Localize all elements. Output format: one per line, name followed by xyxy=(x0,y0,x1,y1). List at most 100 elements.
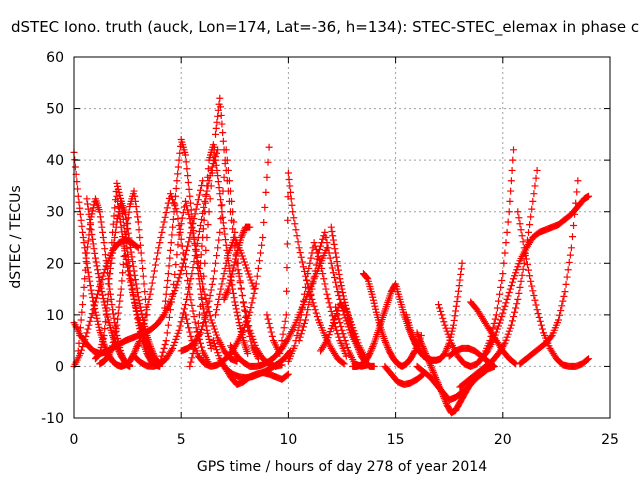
data-point xyxy=(137,249,145,257)
data-point xyxy=(384,344,392,352)
data-point xyxy=(212,156,220,164)
data-point xyxy=(113,321,121,329)
data-point xyxy=(240,258,248,266)
data-point xyxy=(335,270,343,278)
data-point xyxy=(84,205,92,213)
data-point xyxy=(303,276,311,284)
data-point xyxy=(227,273,235,281)
data-point xyxy=(585,192,593,200)
data-point xyxy=(289,208,297,216)
data-point xyxy=(530,292,538,300)
data-point xyxy=(197,251,205,259)
data-point xyxy=(206,338,214,346)
data-point xyxy=(501,339,509,347)
data-point xyxy=(369,296,377,304)
data-point xyxy=(240,303,248,311)
data-point xyxy=(249,335,257,343)
data-point xyxy=(533,166,541,174)
data-point xyxy=(451,312,459,320)
data-point xyxy=(218,201,226,209)
data-point xyxy=(73,178,81,186)
data-point xyxy=(237,325,245,333)
data-point xyxy=(131,197,139,205)
data-point xyxy=(283,287,291,295)
data-point xyxy=(188,354,196,362)
data-point xyxy=(89,235,97,243)
data-series-30 xyxy=(359,270,425,370)
data-point xyxy=(322,285,330,293)
data-point xyxy=(264,158,272,166)
data-point xyxy=(238,252,246,260)
data-point xyxy=(249,294,257,302)
data-point xyxy=(363,274,371,282)
data-point xyxy=(227,208,235,216)
data-point xyxy=(299,263,307,271)
data-point xyxy=(171,338,179,346)
data-point xyxy=(158,352,166,360)
data-point xyxy=(186,192,194,200)
data-point xyxy=(450,316,458,324)
data-point xyxy=(169,215,177,223)
data-point xyxy=(88,230,96,238)
data-point xyxy=(222,236,230,244)
data-point xyxy=(117,223,125,231)
data-point xyxy=(161,213,169,221)
data-point xyxy=(185,238,193,246)
data-point xyxy=(421,348,429,356)
data-point xyxy=(193,258,201,266)
data-point xyxy=(96,213,104,221)
data-point xyxy=(187,275,195,283)
data-point xyxy=(190,234,198,241)
chart-title: dSTEC Iono. truth (auck, Lon=174, Lat=-3… xyxy=(11,18,640,36)
data-point xyxy=(220,173,228,181)
data-point xyxy=(210,340,218,348)
data-point xyxy=(417,339,425,347)
data-point xyxy=(514,208,522,216)
data-point xyxy=(133,208,141,216)
data-point xyxy=(334,311,342,319)
data-point xyxy=(204,303,212,311)
data-point xyxy=(194,270,202,278)
data-point xyxy=(340,333,348,341)
data-point xyxy=(456,276,464,284)
data-point xyxy=(237,328,245,336)
data-point xyxy=(76,331,84,339)
data-point xyxy=(114,346,122,354)
data-point xyxy=(312,309,320,317)
data-point xyxy=(199,225,207,233)
data-point xyxy=(342,340,350,348)
data-point xyxy=(94,351,102,359)
data-point xyxy=(517,277,525,285)
data-point xyxy=(201,197,209,205)
data-point xyxy=(216,190,224,198)
data-point xyxy=(198,343,206,351)
data-point xyxy=(338,285,346,293)
data-point xyxy=(110,314,118,322)
data-point xyxy=(160,218,168,226)
data-point xyxy=(562,280,570,288)
data-point xyxy=(342,352,350,360)
data-point xyxy=(112,325,120,333)
data-point xyxy=(187,206,195,214)
data-point xyxy=(131,301,139,309)
data-point xyxy=(162,209,170,217)
data-point xyxy=(74,192,82,200)
data-point xyxy=(512,304,520,312)
data-point xyxy=(114,315,122,323)
data-point xyxy=(384,345,392,353)
data-point xyxy=(444,330,452,338)
data-point xyxy=(176,149,184,157)
data-point xyxy=(535,313,543,321)
data-point xyxy=(329,269,337,277)
data-point xyxy=(337,322,345,330)
data-point xyxy=(282,311,290,319)
data-point xyxy=(268,332,276,340)
data-point xyxy=(234,312,242,320)
data-point xyxy=(124,219,132,227)
data-point xyxy=(505,208,513,216)
data-point xyxy=(136,300,144,308)
data-point xyxy=(213,306,221,314)
data-point xyxy=(79,343,87,351)
data-point xyxy=(164,276,172,284)
data-point xyxy=(199,177,207,185)
